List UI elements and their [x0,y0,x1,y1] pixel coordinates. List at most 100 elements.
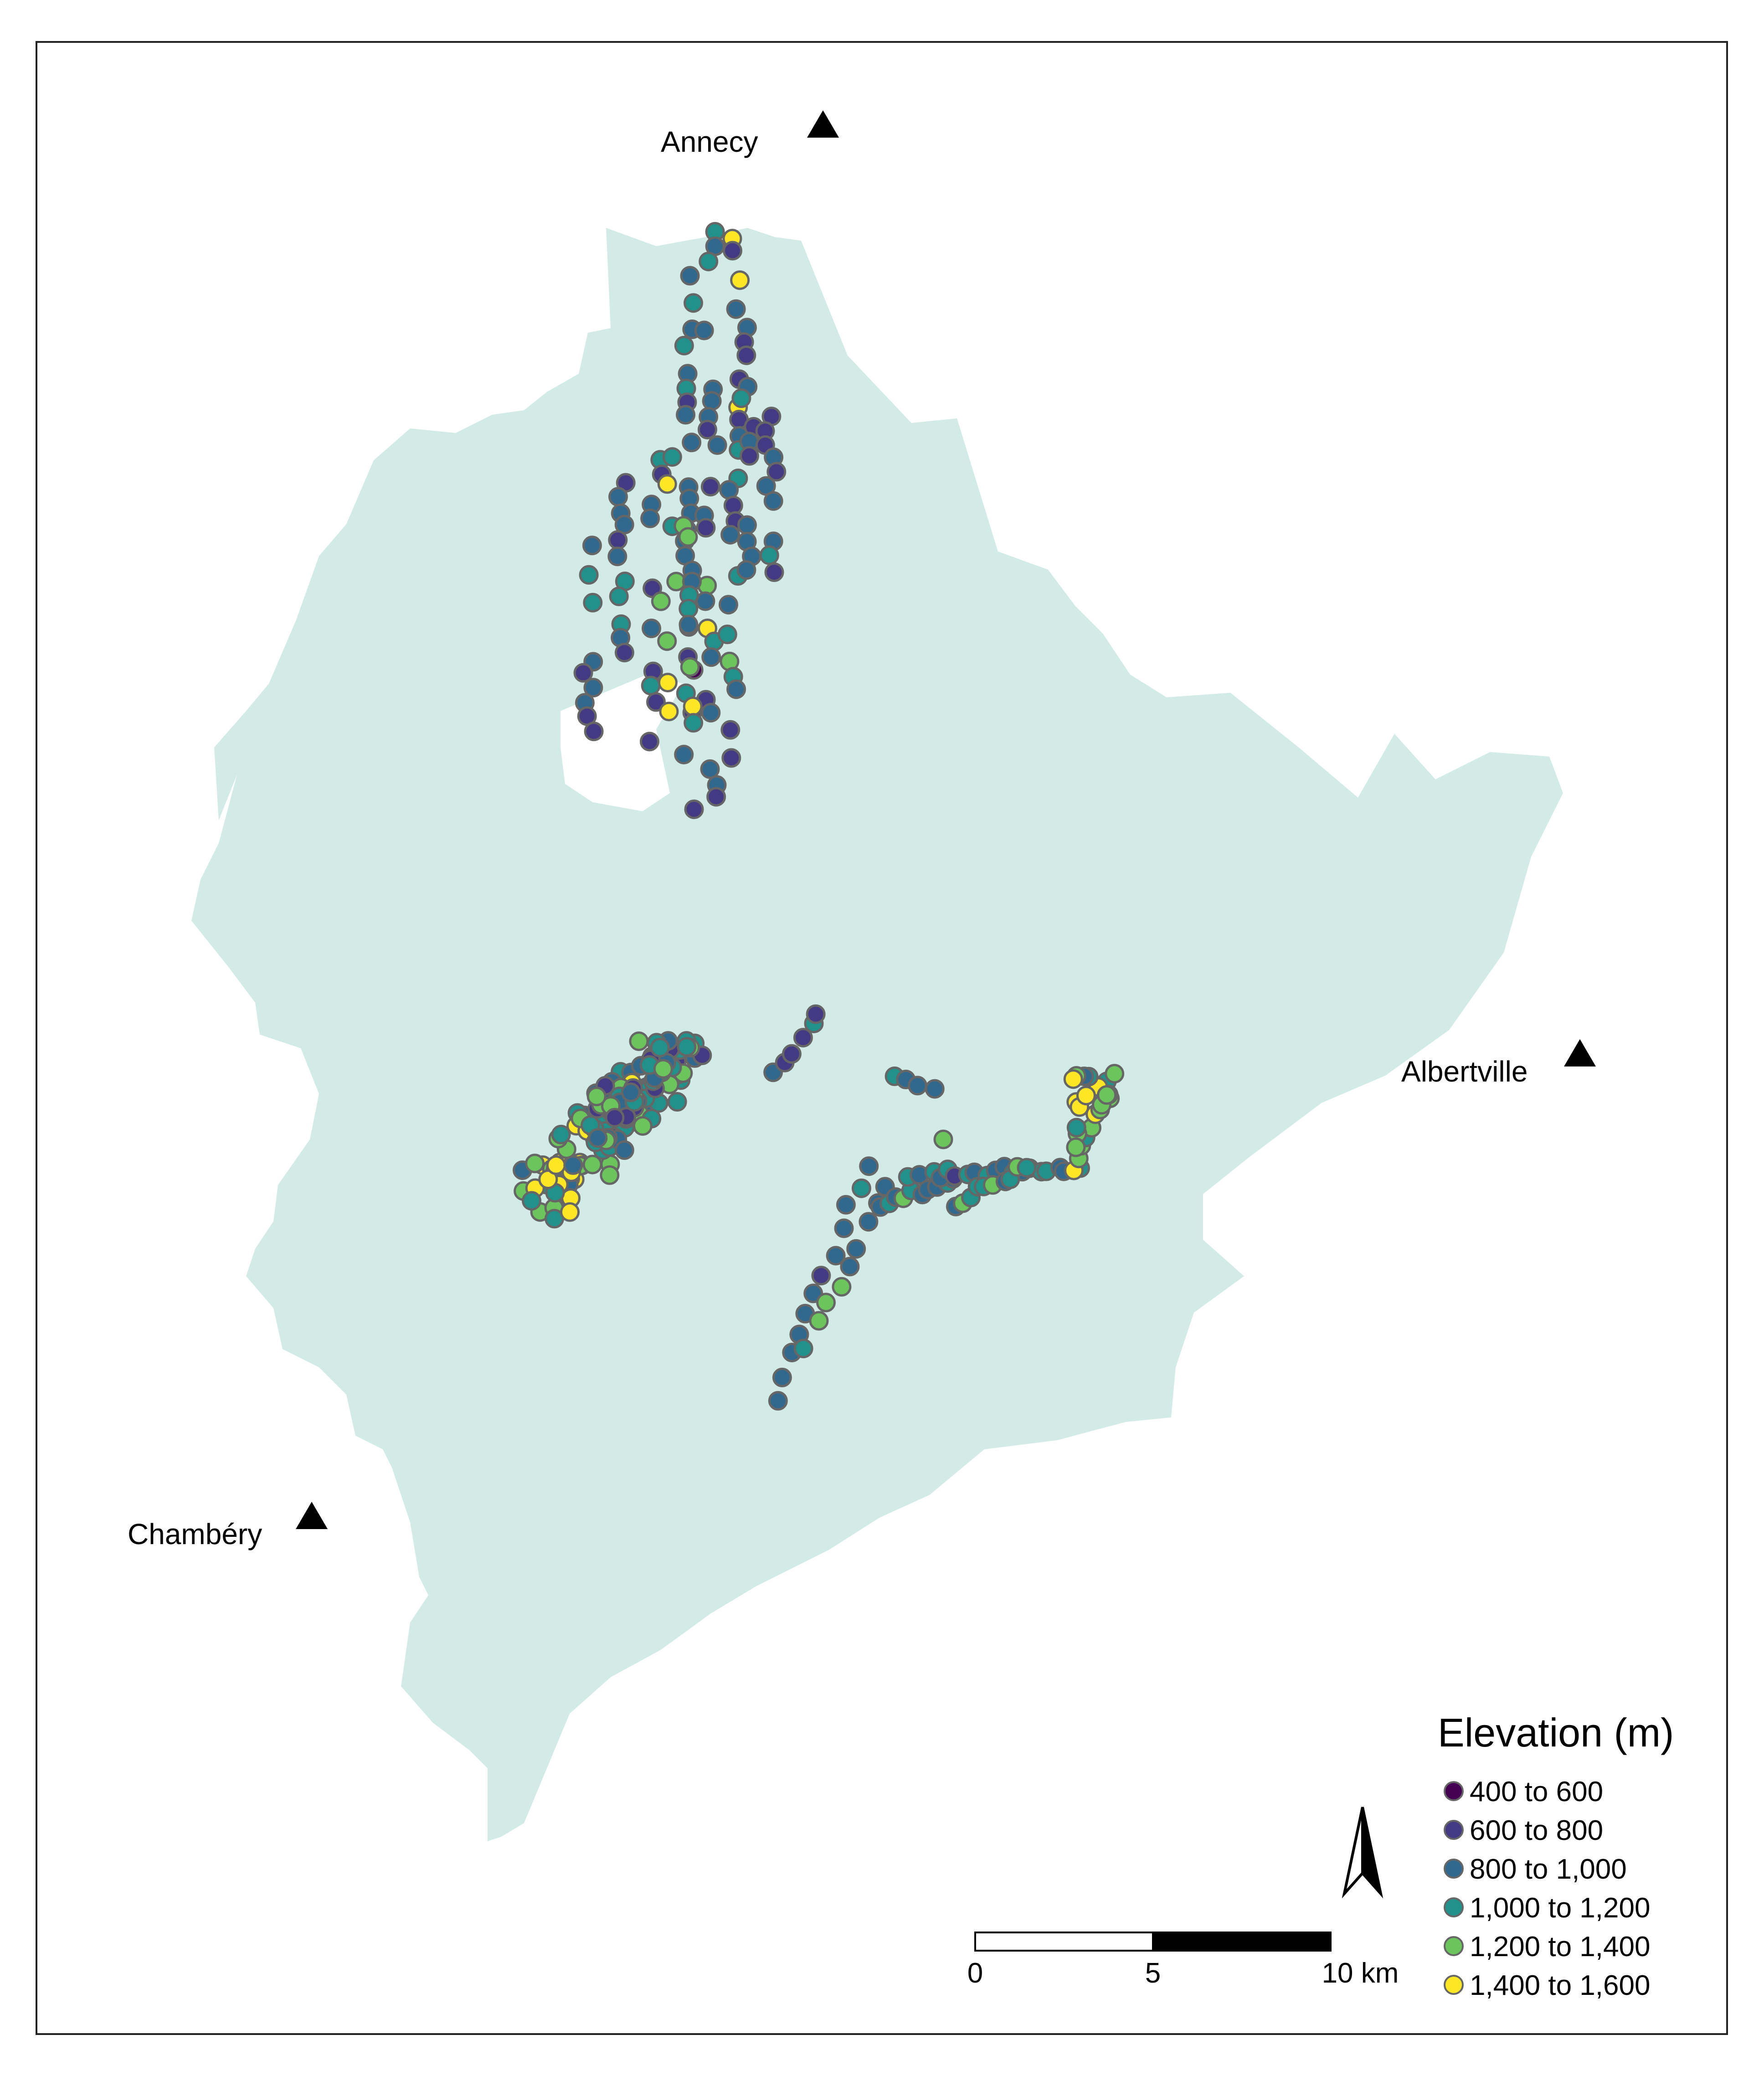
triangle-icon [296,1502,328,1529]
elevation-point [680,657,700,677]
elevation-point [701,703,721,723]
elevation-point [657,631,677,651]
elevation-point [726,679,746,699]
legend-label: 1,000 to 1,200 [1470,1892,1650,1924]
elevation-point [607,546,627,567]
city-label: Annecy [661,125,758,158]
elevation-point [642,618,661,639]
scale-tick-0: 0 [967,1958,983,1989]
elevation-point [695,591,715,611]
elevation-point [684,293,703,313]
elevation-point [650,1038,670,1057]
legend-label: 1,200 to 1,400 [1470,1931,1650,1963]
elevation-point [582,1154,602,1175]
elevation-point [836,1195,856,1215]
elevation-point [684,799,704,819]
scale-segment-black [1152,1932,1332,1952]
elevation-point [640,508,660,528]
elevation-point [677,1037,697,1057]
elevation-point [700,477,720,497]
elevation-point [683,696,703,716]
elevation-point [706,787,726,807]
legend-swatch [1444,1936,1464,1956]
legend-label: 1,400 to 1,600 [1470,1970,1650,2001]
elevation-point [840,1257,860,1277]
elevation-point [584,721,604,742]
study-region [191,228,1563,1841]
elevation-point [759,545,779,565]
elevation-point [700,759,720,779]
elevation-point [560,1202,580,1222]
legend-swatch [1444,1820,1464,1840]
scale-segment-white [974,1932,1154,1952]
elevation-point [608,487,628,507]
legend-label: 400 to 600 [1470,1776,1603,1808]
north-arrow-icon [1342,1807,1383,1899]
legend-label: 800 to 1,000 [1470,1854,1627,1885]
elevation-point [1097,1085,1117,1105]
city-label: Chambéry [128,1518,262,1551]
elevation-point [766,462,787,482]
elevation-point [684,713,704,733]
legend-label: 600 to 800 [1470,1815,1603,1846]
city-annecy: Annecy [661,110,839,158]
elevation-point [633,1116,653,1136]
scale-bar: 0 5 10 km [967,1932,1399,1989]
legend-swatch [1444,1859,1464,1879]
elevation-point [811,1266,831,1286]
elevation-point [702,391,722,411]
city-albertville: Albertville [1401,1039,1596,1088]
triangle-icon [807,110,839,138]
elevation-point [653,1059,673,1079]
elevation-point [730,270,750,290]
elevation-point [678,527,698,547]
elevation-point [697,420,717,440]
elevation-point [679,614,699,634]
city-label: Albertville [1401,1055,1527,1088]
elevation-point [583,678,603,698]
elevation-point [768,1391,788,1411]
elevation-point [806,1004,826,1024]
elevation-point [676,405,695,425]
elevation-point [772,1367,792,1387]
elevation-point [629,1031,649,1051]
elevation-point [563,1155,583,1175]
elevation-point [763,491,783,511]
elevation-point [809,1311,829,1331]
elevation-point [859,1212,879,1232]
elevation-point [651,591,671,611]
elevation-point [551,1124,571,1144]
elevation-point [605,1108,625,1128]
elevation-point [739,446,759,466]
elevation-point [834,1218,854,1238]
elevation-point [546,1155,566,1175]
elevation-point [1105,1064,1125,1084]
elevation-point [793,1339,813,1359]
elevation-point [657,474,677,494]
elevation-point [925,1079,945,1099]
scale-tick-10: 10 km [1322,1958,1399,1989]
elevation-point [1017,1158,1037,1178]
elevation-point [737,515,757,535]
elevation-point [1066,1118,1086,1138]
elevation-point [609,587,629,606]
elevation-point [614,1140,634,1160]
elevation-point [933,1129,953,1149]
elevation-point [674,335,694,355]
elevation-point [614,643,634,663]
elevation-point [717,624,737,644]
elevation-point [908,1076,927,1096]
elevation-point [608,530,628,550]
legend-swatch [1444,1897,1464,1917]
elevation-point [583,592,603,613]
elevation-point [525,1154,545,1174]
elevation-point [1066,1137,1086,1157]
legend-swatch [1444,1975,1464,1995]
elevation-point [731,388,751,408]
elevation-point [736,560,756,580]
elevation-point [699,252,719,272]
elevation-points [513,222,1125,1411]
elevation-point [720,525,741,545]
elevation-point [1076,1086,1096,1106]
